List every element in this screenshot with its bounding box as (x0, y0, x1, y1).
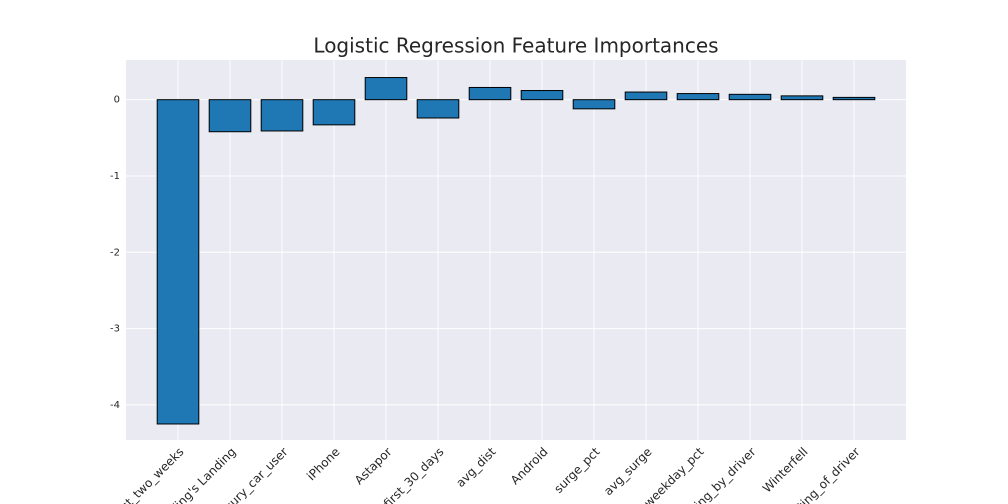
bar (676, 93, 720, 101)
bars (156, 77, 876, 425)
y-tick-label: -2 (110, 247, 120, 258)
y-tick-label: 0 (114, 95, 120, 106)
bar (208, 99, 252, 133)
bar (832, 96, 876, 101)
x-tick-label: surge_pct (551, 444, 602, 495)
x-tick-label: Android (508, 445, 551, 488)
y-tick-label: -1 (110, 171, 120, 182)
x-tick-label: iPhone (304, 445, 343, 484)
bar (312, 99, 356, 126)
bar (520, 90, 564, 101)
x-tick-label: Astapor (352, 445, 395, 488)
bar (572, 99, 616, 110)
chart-title: Logistic Regression Feature Importances (313, 34, 718, 58)
x-tick-label: avg_surge (601, 445, 654, 498)
x-tick-label: Winterfell (760, 445, 811, 496)
bar (416, 99, 460, 119)
bar (624, 91, 668, 101)
bar (260, 99, 304, 132)
y-tick-label: -3 (110, 324, 120, 335)
bar (468, 86, 512, 101)
bar (364, 77, 408, 101)
x-tick-label: avg_dist (453, 444, 498, 489)
bar (156, 99, 200, 425)
y-tick-label: -4 (110, 400, 120, 411)
x-tick-label: trips_in_last_two_weeks (76, 445, 187, 504)
plot-area (126, 60, 906, 440)
bar (780, 95, 824, 101)
bar (728, 93, 772, 101)
